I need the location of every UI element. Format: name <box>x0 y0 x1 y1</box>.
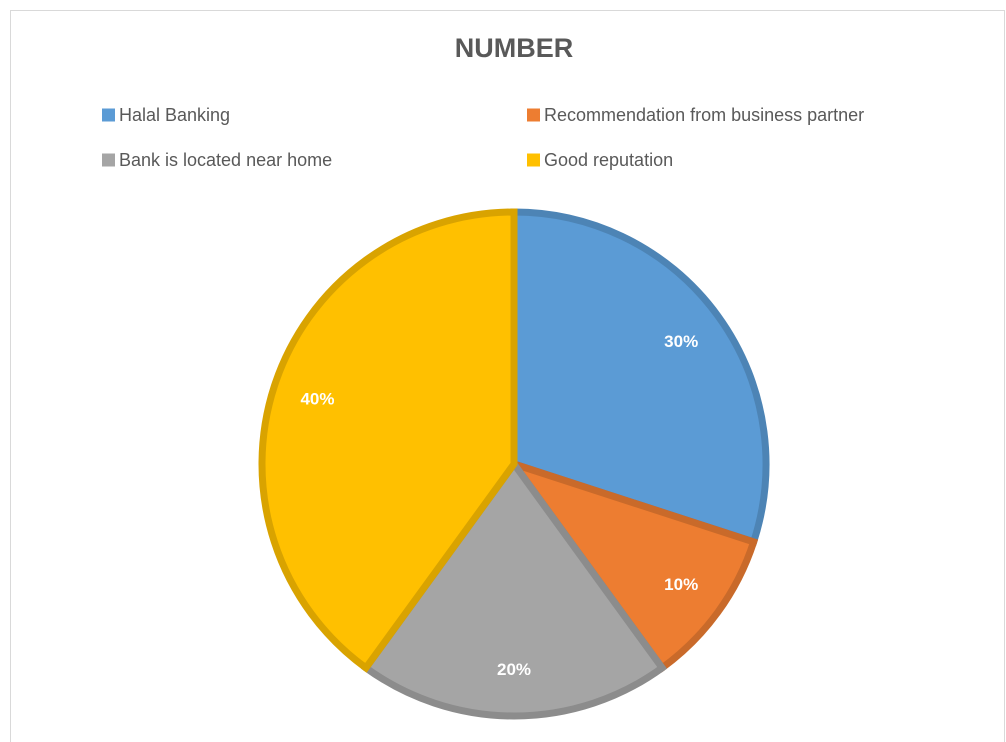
legend-label: Good reputation <box>544 150 673 170</box>
data-label: 40% <box>300 390 334 409</box>
data-label: 20% <box>497 660 531 679</box>
pie-slice <box>504 457 759 673</box>
legend-swatch <box>102 153 115 167</box>
legend-swatch <box>527 153 540 167</box>
legend-swatch <box>527 108 540 122</box>
pie-slice <box>510 208 770 547</box>
legend-label: Recommendation from business partner <box>544 105 864 125</box>
legend-label: Bank is located near home <box>119 150 332 170</box>
chart-title: NUMBER <box>455 33 574 63</box>
data-label: 10% <box>664 575 698 594</box>
legend-swatch <box>102 108 115 122</box>
legend-label: Halal Banking <box>119 105 230 125</box>
data-label: 30% <box>664 332 698 351</box>
pie-slice <box>258 208 518 673</box>
pie-slice <box>360 458 668 720</box>
